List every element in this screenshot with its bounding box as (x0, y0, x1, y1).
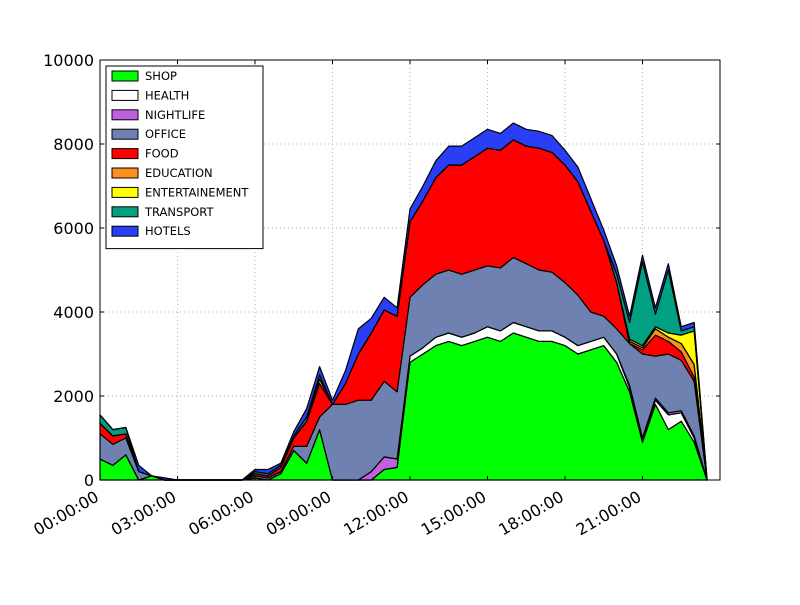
x-tick-label: 09:00:00 (263, 487, 335, 539)
x-tick-label: 18:00:00 (495, 487, 567, 539)
legend-label: OFFICE (145, 127, 186, 141)
legend-label: HOTELS (145, 224, 191, 238)
legend-swatch (111, 109, 139, 121)
y-tick-label: 0 (84, 471, 94, 490)
x-tick-label: 15:00:00 (418, 487, 490, 539)
x-tick-label: 06:00:00 (185, 487, 257, 539)
x-tick-label: 12:00:00 (340, 487, 412, 539)
legend-label: FOOD (145, 147, 179, 161)
legend-swatch (111, 148, 139, 160)
y-tick-label: 2000 (53, 387, 94, 406)
y-tick-label: 10000 (43, 51, 94, 70)
y-tick-label: 8000 (53, 135, 94, 154)
legend-label: NIGHTLIFE (145, 108, 205, 122)
legend-swatch (111, 186, 139, 198)
x-tick-label: 03:00:00 (108, 487, 180, 539)
x-tick-label: 00:00:00 (30, 487, 102, 539)
legend-label: TRANSPORT (144, 205, 214, 219)
x-tick-label: 21:00:00 (573, 487, 645, 539)
legend-swatch (111, 89, 139, 101)
legend-swatch (111, 206, 139, 218)
legend-label: EDUCATION (145, 166, 213, 180)
legend-label: HEALTH (145, 88, 189, 102)
y-tick-label: 6000 (53, 219, 94, 238)
legend-swatch (111, 167, 139, 179)
legend-swatch (111, 225, 139, 237)
y-tick-label: 4000 (53, 303, 94, 322)
legend-label: ENTERTAINEMENT (145, 185, 249, 199)
legend-swatch (111, 128, 139, 140)
legend-label: SHOP (145, 69, 177, 83)
legend-swatch (111, 70, 139, 82)
